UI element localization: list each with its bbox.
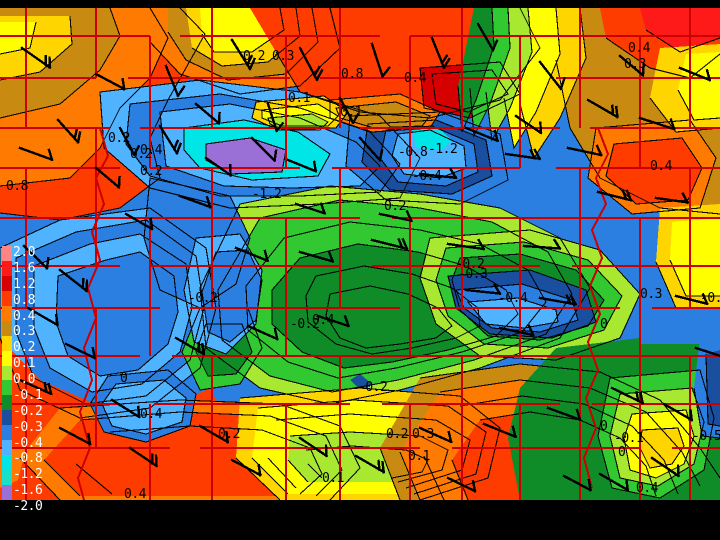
colorbar-tick-label: 0.3 (13, 324, 35, 339)
colorbar-tick-label: 0.8 (13, 293, 35, 308)
colorbar-swatch (2, 455, 12, 471)
divergence-colorbar[interactable] (2, 246, 12, 500)
contour-value-label: 0.8 (341, 67, 363, 82)
colorbar-tick-label: -0.2 (13, 404, 43, 419)
contour-value-label: 0.4 (140, 407, 162, 422)
contour-value-label: -0.1 (614, 431, 644, 446)
contour-value-label: 0.3 (412, 427, 434, 442)
top-letterbox (0, 0, 720, 8)
colorbar-swatch (2, 335, 12, 351)
contour-value-label: 0.2 (386, 427, 408, 442)
colorbar-tick-label: -0.8 (13, 451, 43, 466)
colorbar-label-layer: 2.0 1.6 1.2 0.8 0.4 0.3 0.2 0.1 0.0 -0.1 -0.2 -0.3-… (13, 240, 53, 513)
contour-value-label: 0.1 (322, 471, 344, 486)
contour-value-label: -0.2 (455, 257, 485, 272)
contour-value-label: 0.4 (636, 481, 658, 496)
contour-value-label: 0.2 (384, 199, 406, 214)
colorbar-tick-label: 1.2 (13, 277, 35, 292)
colorbar-tick-label: -1.2 (13, 467, 43, 482)
contour-value-label: 0.4 (404, 71, 426, 86)
contour-value-label: 0.3 (624, 57, 646, 72)
colorbar-swatch (2, 320, 12, 336)
colorbar-tick-label: 0.4 (13, 309, 35, 324)
contour-value-label: 0.8 (6, 179, 28, 194)
contour-value-label: -1.2 (252, 187, 282, 202)
contour-value-label: 0.2 (130, 147, 152, 162)
colorbar-tick-label: 1.6 (13, 261, 35, 276)
colorbar-tick-label: -0.1 (13, 388, 43, 403)
contour-value-label: 0.4 (124, 487, 146, 500)
colorbar-tick-label: -0.3 (13, 420, 43, 435)
contour-value-label: 0 (600, 317, 608, 332)
colorbar-tick-label: 0.1 (13, 356, 35, 371)
contour-value-label: 0.4 (650, 159, 672, 174)
contour-value-label: 0.3 (640, 287, 662, 302)
bottom-letterbox (0, 500, 720, 540)
contour-value-label: 0.1 (340, 105, 362, 120)
contour-value-label: -0.5 (692, 429, 720, 444)
contour-value-label: -0.2 (700, 291, 720, 306)
colorbar-tick-label: -2.0 (13, 499, 43, 514)
colorbar-swatch (2, 305, 12, 321)
contour-value-label: 0 (600, 419, 608, 434)
colorbar-swatch (2, 485, 12, 500)
contour-value-label: -0.8 (398, 145, 428, 160)
filled-contour-bands (0, 8, 720, 500)
contour-value-label: -0.4 (498, 291, 528, 306)
county-state-boundaries (0, 8, 720, 500)
contour-value-label: 0.1 (288, 91, 310, 106)
colorbar-tick-label: -1.6 (13, 483, 43, 498)
colorbar-swatch (2, 275, 12, 291)
contour-value-label: -0.2 (188, 291, 218, 306)
contour-value-label: 0 (120, 371, 128, 386)
contour-value-label: 0.4 (628, 41, 650, 56)
contour-value-label: -0.3 (458, 267, 488, 282)
contour-value-label: -0.2 (290, 317, 320, 332)
contour-value-label: 0.4 (140, 143, 162, 158)
contour-value-label: 0.2 (218, 427, 240, 442)
colorbar-swatch (2, 260, 12, 276)
contour-value-label: 0.2 (108, 131, 130, 146)
wind-barbs (18, 22, 720, 493)
colorbar-swatch (2, 410, 12, 426)
contour-value-label: -0.2 (358, 380, 388, 395)
contour-value-label: 0.4 (312, 313, 334, 328)
contour-value-label: 0.3 (272, 49, 294, 64)
surface-divergence-contour-map[interactable]: 0.2 0.3 0.8 0.4 0.3 0.4 0.1 0.1 -0.8 -1.2 -0.4 0.2 0… (0, 8, 720, 500)
colorbar-tick-label: -0.4 (13, 436, 43, 451)
colorbar-tick-label: 0.2 (13, 340, 35, 355)
colorbar-swatch (2, 470, 12, 485)
colorbar-swatch (2, 246, 12, 261)
colorbar-swatch (2, 395, 12, 411)
colorbar-swatch (2, 290, 12, 306)
contour-value-label: 0.2 (243, 49, 265, 64)
colorbar-swatch (2, 425, 12, 441)
colorbar-tick-label: 0.0 (13, 372, 35, 387)
colorbar-swatch (2, 365, 12, 381)
contour-value-label: -0.4 (412, 169, 442, 184)
contour-value-label: 0.1 (408, 449, 430, 464)
colorbar-swatch (2, 350, 12, 366)
contour-value-label: 0.2 (140, 164, 162, 179)
colorbar-tick-label: 2.0 (13, 245, 35, 260)
contour-value-label: -1.2 (428, 142, 458, 157)
contour-value-label: 0 (618, 445, 626, 460)
colorbar-swatch (2, 380, 12, 396)
colorbar-swatch (2, 440, 12, 456)
